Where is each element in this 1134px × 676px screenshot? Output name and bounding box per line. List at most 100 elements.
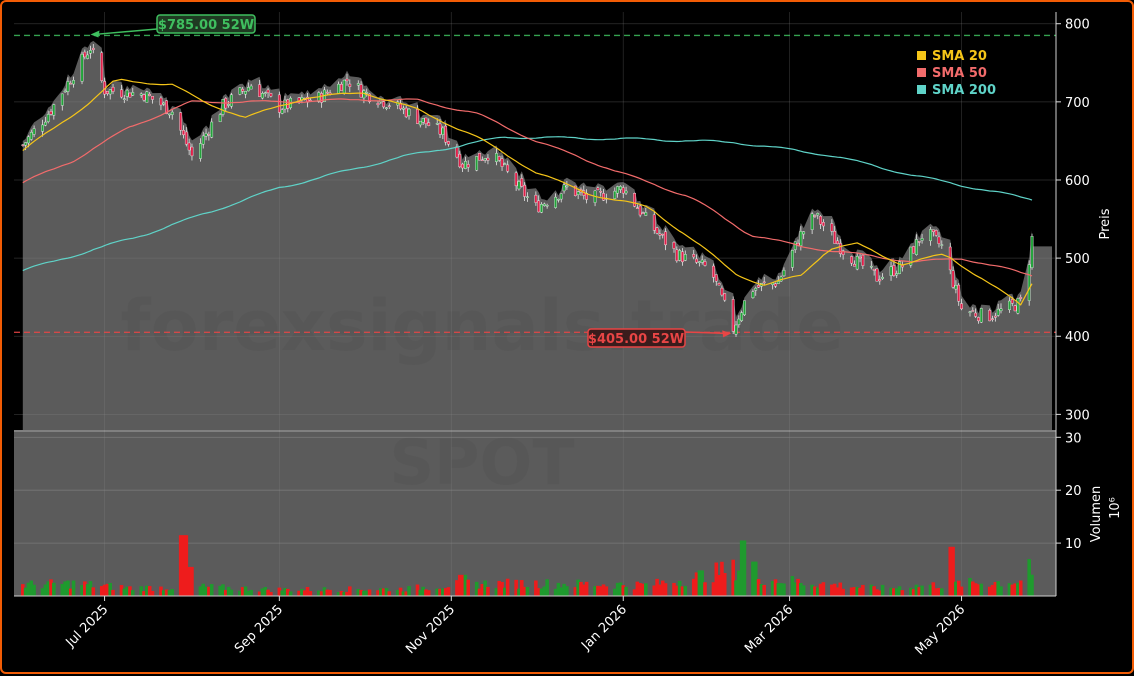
candle-body	[91, 47, 95, 50]
volume-bar	[539, 588, 544, 596]
candle-body	[672, 241, 676, 249]
volume-bar	[345, 591, 349, 596]
volume-bar	[63, 581, 67, 596]
candle-body	[898, 261, 901, 274]
candle-body	[385, 107, 388, 109]
52w-low-arrow	[684, 331, 728, 335]
volume-bar	[108, 582, 112, 596]
volume-bar	[500, 581, 504, 596]
52w-low-box	[587, 328, 686, 348]
volume-bar	[796, 578, 800, 596]
candle-body	[559, 193, 563, 200]
volume-bar	[238, 590, 242, 596]
volume-bar	[601, 584, 606, 596]
volume-bar	[545, 579, 549, 596]
volume-bar	[762, 584, 766, 596]
candle-body	[258, 84, 261, 97]
volume-bar	[660, 580, 665, 596]
volume-bar	[443, 588, 448, 596]
volume-bar	[542, 586, 547, 596]
candle-body	[159, 97, 163, 106]
volume-bar	[474, 581, 479, 596]
candle-body	[988, 310, 992, 322]
volume-bar	[534, 580, 538, 596]
candle-body	[362, 90, 366, 99]
volume-bar	[889, 587, 893, 596]
candle-body	[915, 239, 918, 255]
candle-body	[108, 89, 112, 95]
volume-bar	[122, 588, 127, 596]
volume-bar	[466, 579, 470, 596]
candle-body	[63, 90, 67, 93]
volume-bar	[477, 588, 482, 596]
legend-label: SMA 50	[932, 66, 987, 81]
volume-bar	[457, 574, 462, 596]
candle-body	[520, 178, 524, 187]
candle-body	[951, 270, 955, 288]
candle-body	[576, 191, 580, 195]
volume-bar	[519, 580, 524, 596]
volume-bar	[49, 579, 53, 596]
volume-bar	[959, 586, 964, 596]
candle-body	[199, 143, 202, 159]
volume-bar	[751, 561, 755, 596]
volume-bar	[446, 587, 451, 596]
volume-bar	[46, 581, 50, 596]
volume-bar	[190, 566, 194, 596]
volume-bar	[536, 588, 541, 596]
candle-body	[774, 283, 777, 287]
price-tick-label: 400	[1065, 330, 1090, 345]
volume-bar	[663, 583, 668, 596]
volume-bar	[102, 584, 107, 596]
legend-swatch	[917, 51, 926, 60]
volume-bar	[99, 586, 104, 596]
volume-bar	[88, 581, 93, 596]
candle-body	[21, 144, 25, 146]
volume-bar	[562, 583, 566, 596]
candle-body	[342, 79, 346, 94]
candle-body	[658, 233, 662, 236]
candle-body	[162, 102, 166, 105]
volume-bar	[613, 588, 617, 596]
volume-bar	[556, 582, 561, 596]
volume-bar	[150, 590, 155, 596]
volume-bar	[894, 588, 899, 596]
volume-bar	[799, 582, 803, 596]
candle-body	[869, 265, 873, 268]
candle-body	[43, 121, 47, 126]
sma-20-line	[22, 78, 1033, 306]
candle-body	[717, 283, 721, 286]
candle-body	[517, 181, 521, 190]
candle-body	[401, 107, 405, 110]
volume-bar	[218, 585, 222, 596]
volume-bar	[934, 588, 938, 596]
watermark-symbol: SPOT	[389, 426, 574, 499]
volume-bar	[753, 561, 758, 596]
volume-bar	[342, 591, 346, 596]
candle-body	[723, 293, 727, 301]
candle-body	[703, 261, 707, 266]
candle-body	[438, 123, 442, 135]
volume-bar	[909, 587, 913, 596]
volume-bar	[204, 586, 208, 596]
volume-bar	[644, 583, 648, 596]
candle-body	[241, 88, 245, 92]
candle-body	[968, 311, 972, 313]
volume-bar	[722, 573, 727, 596]
volume-bar	[424, 589, 428, 596]
candle-body	[207, 134, 211, 136]
volume-bar	[167, 590, 172, 596]
date-tick-label: Sep 2025	[232, 602, 286, 656]
candle-body	[793, 241, 797, 250]
volume-bar	[91, 587, 96, 596]
candle-body	[858, 256, 862, 259]
candle-body	[613, 190, 617, 199]
volume-bar	[920, 585, 924, 596]
volume-bar	[348, 586, 352, 596]
date-tick-label: Jan 2026	[578, 602, 630, 654]
volume-bar	[598, 586, 603, 596]
candle-body	[497, 156, 501, 161]
candle-body	[29, 132, 33, 140]
volume-bar	[517, 588, 521, 596]
volume-bar	[604, 586, 609, 596]
